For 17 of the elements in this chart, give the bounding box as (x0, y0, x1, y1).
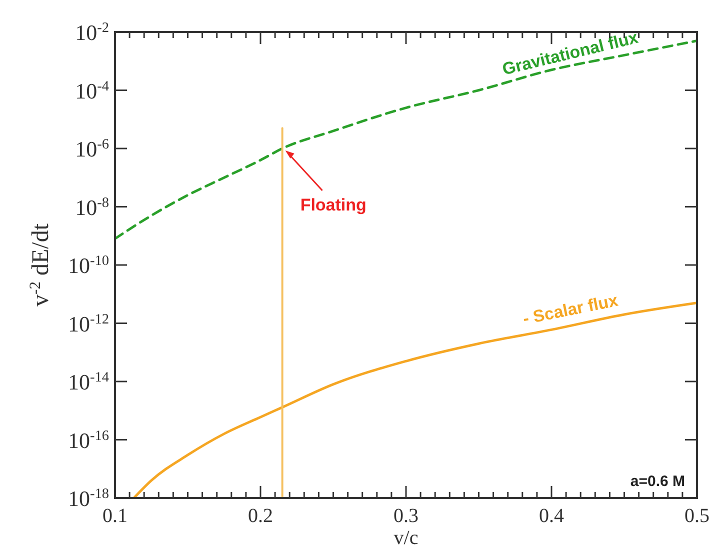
y-tick-label: 10$^{-10}$ (68, 253, 109, 278)
x-tick-label: 0.2 (248, 505, 273, 527)
y-tick-label: 10$^{-8}$ (75, 194, 109, 220)
y-tick-label: 10$^{-6}$ (75, 136, 109, 162)
y-tick-label: 10$^{-14}$ (68, 370, 109, 394)
y-tick-label: 10$^{-4}$ (75, 78, 109, 104)
y-tick-label: 10$^{-12}$ (68, 311, 109, 336)
annotation: a=0.6 M (630, 473, 685, 490)
y-tick-label: 10$^{-16}$ (68, 428, 109, 453)
text: - Scalar flux (521, 290, 620, 328)
x-tick-label: 0.3 (394, 505, 418, 527)
x-tick-label: 0.1 (102, 505, 128, 527)
y-tick-label: 10$^{-2}$ (75, 20, 109, 45)
x-tick-label: 0.4 (539, 505, 564, 527)
x-tick-label: 0.5 (684, 505, 710, 527)
x-axis-title: v/c (394, 527, 418, 549)
annotation: Floating (300, 196, 366, 214)
